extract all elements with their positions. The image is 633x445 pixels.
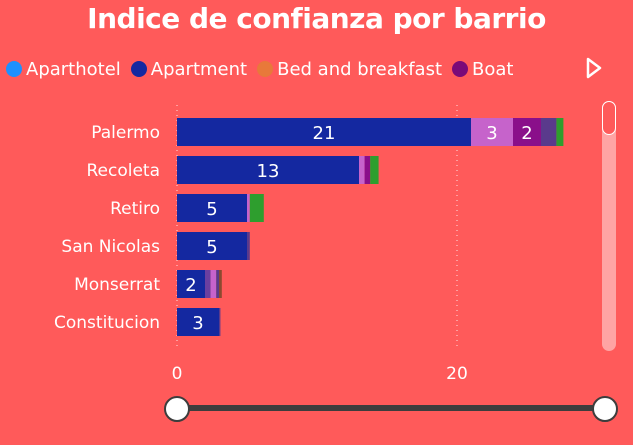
bar-segment (177, 156, 359, 184)
x-tick-label: 0 (172, 364, 183, 384)
bar-segment (247, 232, 250, 260)
data-label: 21 (313, 123, 336, 144)
vertical-scrollbar[interactable] (602, 101, 616, 351)
legend-swatch (130, 61, 147, 77)
category-label: Recoleta (86, 161, 160, 181)
bar-segment (359, 156, 365, 184)
bar-segment (177, 270, 205, 298)
bar-segment (177, 118, 471, 146)
legend-label: Apartment (150, 58, 248, 80)
bar-segment (471, 118, 513, 146)
bar-segment (541, 118, 557, 146)
category-label: Palermo (91, 123, 160, 143)
chart-title: Indice de confianza por barrio (87, 2, 546, 35)
bar-segment (219, 308, 221, 336)
bar-segment (219, 270, 222, 298)
legend-swatch (257, 61, 274, 77)
bar-segment (210, 270, 217, 298)
legend-swatch (452, 61, 469, 77)
data-label: 2 (185, 275, 196, 296)
bar-segment (177, 232, 247, 260)
legend-item[interactable]: Bed and breakfast (257, 59, 442, 80)
range-slider-right-handle[interactable] (592, 396, 618, 422)
bar-segment (249, 194, 264, 222)
bar-segment (177, 194, 247, 222)
category-label: San Nicolas (61, 237, 160, 257)
bar-segment (177, 308, 219, 336)
legend-item[interactable]: Boat (452, 59, 513, 80)
bar-segment (513, 118, 541, 146)
data-label: 5 (206, 199, 217, 220)
bar-segment (370, 156, 379, 184)
range-slider-left-handle[interactable] (164, 396, 190, 422)
vertical-scrollbar-thumb[interactable] (602, 101, 616, 135)
data-label: 3 (486, 123, 497, 144)
range-slider-track[interactable] (175, 405, 605, 411)
legend-item[interactable]: Aparthotel (6, 59, 121, 80)
bar-segment (216, 270, 219, 298)
bar-chart: Palermo 21 3 2 Recoleta 13 Retiro 5 San Nicolas 5… (54, 105, 564, 384)
legend-label: Boat (472, 58, 514, 80)
category-label: Retiro (110, 199, 160, 219)
data-label: 2 (521, 123, 532, 144)
data-label: 13 (257, 161, 280, 182)
bar-segment (556, 118, 564, 146)
range-slider[interactable] (160, 392, 620, 424)
legend-label: Bed and breakfast (277, 58, 443, 80)
data-label: 3 (192, 313, 203, 334)
chart-legend: Aparthotel Apartment Bed and breakfast Boat (6, 56, 523, 82)
data-label: 5 (206, 237, 217, 258)
category-label: Constitucion (54, 313, 160, 333)
legend-label: Aparthotel (26, 58, 121, 80)
bar-segment (205, 270, 211, 298)
x-tick-label: 20 (446, 364, 468, 384)
legend-swatch (6, 61, 22, 77)
legend-item[interactable]: Apartment (130, 58, 248, 80)
legend-next-arrow-icon[interactable] (584, 56, 604, 80)
bar-segment (247, 194, 250, 222)
category-label: Monserrat (74, 275, 160, 295)
bar-segment (364, 156, 371, 184)
